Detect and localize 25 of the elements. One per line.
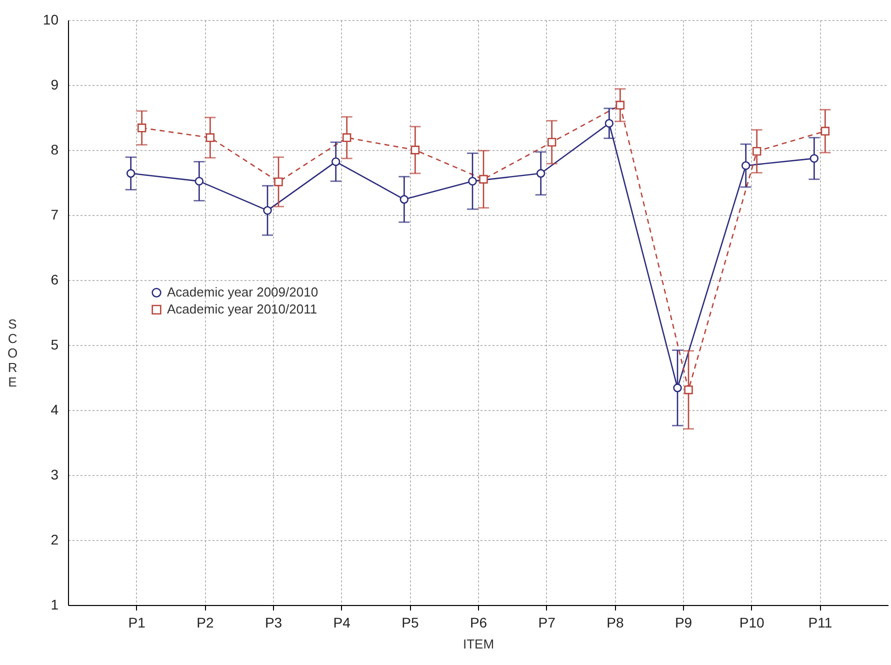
x-tick-label: P11 [808, 614, 832, 630]
y-tick-label: 4 [50, 402, 59, 418]
x-tick-label: P4 [333, 614, 351, 630]
x-tick-label: P1 [128, 614, 146, 630]
y-tick-label: 9 [50, 76, 59, 92]
y-tick-label: 6 [50, 272, 59, 288]
x-tick-label: P9 [674, 614, 692, 630]
x-tick-label: P8 [606, 614, 624, 630]
x-axis-title: ITEM [462, 636, 494, 652]
y-tick-label: 3 [50, 466, 59, 482]
y-tick-label: 8 [50, 142, 59, 158]
x-tick-label: P10 [739, 614, 764, 630]
y-tick-label: 10 [42, 12, 59, 28]
y-tick-label: 2 [50, 532, 59, 548]
legend-label: Academic year 2010/2011 [167, 302, 318, 317]
legend-label: Academic year 2009/2010 [167, 284, 318, 300]
x-tick-label: P6 [470, 614, 488, 630]
y-tick-label: 7 [50, 206, 59, 222]
x-tick-label: P2 [196, 614, 214, 630]
y-axis-title: SCORE [7, 316, 18, 390]
x-tick-label: P7 [538, 614, 556, 630]
y-tick-label: 5 [50, 336, 59, 352]
x-tick-label: P5 [402, 614, 419, 630]
x-tick-label: P3 [264, 614, 282, 630]
y-tick-label: 1 [50, 596, 59, 612]
